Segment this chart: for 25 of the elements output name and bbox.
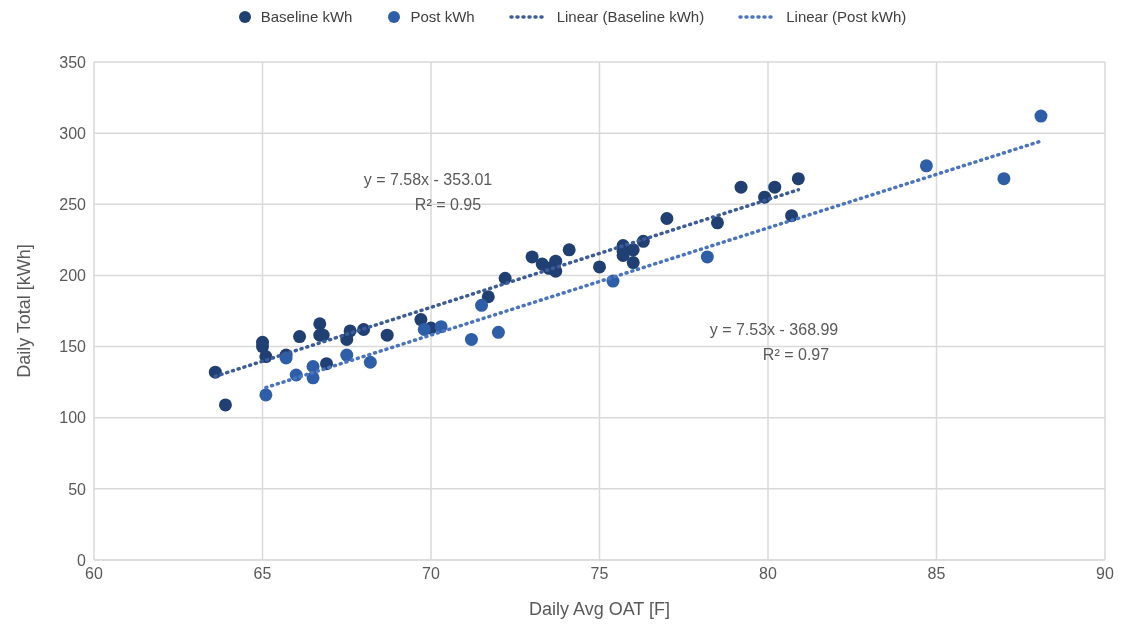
- x-tick-label: 70: [422, 565, 440, 583]
- legend-label: Post kWh: [409, 8, 475, 25]
- y-tick-label: 350: [59, 53, 87, 71]
- y-tick-label: 50: [68, 480, 87, 498]
- x-tick-label: 60: [85, 565, 103, 583]
- y-axis-title: Daily Total [kWh]: [14, 244, 35, 378]
- y-tick-label: 150: [59, 338, 87, 356]
- legend-label: Linear (Baseline kWh): [555, 8, 705, 25]
- y-tick-label: 300: [59, 124, 87, 142]
- legend-label: Linear (Post kWh): [785, 8, 907, 25]
- x-tick-label: 85: [927, 565, 946, 583]
- y-tick-label: 100: [59, 409, 87, 427]
- annotation: R² = 0.95: [414, 196, 482, 214]
- x-tick-label: 75: [590, 565, 609, 583]
- y-tick-label: 250: [59, 195, 87, 213]
- x-tick-label: 80: [759, 565, 777, 583]
- annotation: y = 7.53x - 368.99: [709, 321, 839, 339]
- annotation: y = 7.58x - 353.01: [363, 171, 493, 189]
- x-tick-label: 65: [253, 565, 272, 583]
- y-tick-label: 0: [77, 551, 87, 569]
- y-tick-label: 200: [59, 267, 87, 285]
- x-axis-title: Daily Avg OAT [F]: [528, 598, 671, 619]
- legend-label: Baseline kWh: [259, 8, 353, 25]
- annotation: R² = 0.97: [762, 346, 830, 364]
- x-tick-label: 90: [1096, 565, 1114, 583]
